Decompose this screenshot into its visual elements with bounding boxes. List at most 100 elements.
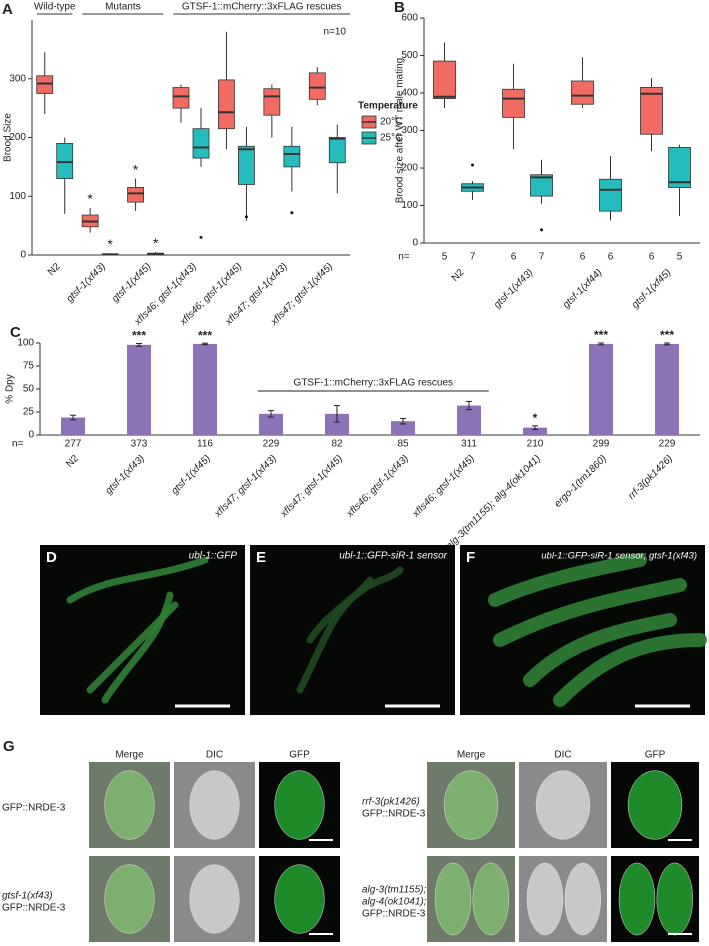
row-label: alg-3(tm1155); bbox=[362, 885, 427, 896]
column-header: DIC bbox=[554, 750, 571, 761]
bar bbox=[523, 427, 547, 435]
box bbox=[308, 72, 326, 100]
bar bbox=[127, 344, 151, 435]
worm bbox=[488, 553, 647, 607]
embryo bbox=[526, 862, 564, 936]
outlier bbox=[471, 163, 474, 167]
n-count: 6 bbox=[511, 252, 517, 263]
y-tick-label: 0 bbox=[28, 430, 34, 441]
worm bbox=[66, 556, 209, 604]
row-label: GFP::NRDE-3 bbox=[362, 909, 426, 920]
worm bbox=[523, 613, 677, 687]
box bbox=[668, 146, 691, 188]
group-label: Wild-type bbox=[34, 2, 76, 13]
panel-letter: F bbox=[466, 549, 475, 566]
outlier bbox=[199, 235, 203, 239]
n-count: 85 bbox=[397, 439, 409, 450]
group-label: GTSF-1::mCherry::3xFLAG rescues bbox=[182, 2, 341, 13]
row-label: GFP::NRDE-3 bbox=[362, 809, 426, 820]
column-header: GFP bbox=[289, 750, 310, 761]
column-header: Merge bbox=[115, 750, 144, 761]
box bbox=[56, 142, 74, 180]
caption: ubl-1::GFP bbox=[189, 551, 238, 562]
bracket-label: GTSF-1::mCherry::3xFLAG rescues bbox=[294, 378, 453, 389]
n-label: n= bbox=[12, 439, 24, 450]
y-tick-label: 100 bbox=[17, 338, 34, 349]
legend-title: Temperature bbox=[358, 101, 418, 112]
n-count: 373 bbox=[131, 439, 148, 450]
box bbox=[433, 60, 456, 100]
box bbox=[571, 80, 594, 105]
x-tick-label: gtsf-1(xf45) bbox=[169, 453, 213, 497]
y-tick-label: 100 bbox=[9, 191, 26, 202]
embryo bbox=[274, 864, 325, 934]
embryo bbox=[189, 864, 240, 934]
y-axis-label: Brood Size bbox=[3, 113, 14, 162]
legend-label: 20°C bbox=[380, 117, 402, 128]
embryo bbox=[189, 770, 240, 840]
bar bbox=[259, 413, 283, 435]
x-tick-label: xfIs47; gtsf-1(xf43) bbox=[212, 453, 279, 520]
bar bbox=[655, 343, 679, 435]
y-tick-label: 400 bbox=[401, 88, 418, 99]
y-tick-label: 25 bbox=[23, 407, 35, 418]
embryo bbox=[472, 862, 510, 936]
y-tick-label: 600 bbox=[401, 13, 418, 24]
worm bbox=[493, 578, 687, 647]
panel-letter: C bbox=[10, 324, 21, 341]
embryo bbox=[104, 864, 155, 934]
significance: * bbox=[87, 191, 93, 207]
n-count: 311 bbox=[461, 439, 477, 450]
bar bbox=[391, 421, 415, 435]
box bbox=[192, 128, 210, 159]
embryo bbox=[434, 862, 472, 936]
x-tick-label: gtsf-1(xf45) bbox=[630, 267, 674, 311]
x-tick-label: xfIs46; gtsf-1(xf43) bbox=[344, 453, 411, 520]
x-tick-label: gtsf-1(xf44) bbox=[561, 267, 605, 311]
outlier bbox=[540, 228, 543, 232]
embryo bbox=[618, 862, 656, 936]
embryo bbox=[535, 770, 591, 840]
x-tick-label: gtsf-1(xf45) bbox=[110, 261, 154, 305]
x-tick-label: gtsf-1(xf43) bbox=[65, 261, 109, 305]
y-axis-label: % Dpy bbox=[5, 374, 16, 403]
x-tick-label: N2 bbox=[46, 261, 63, 278]
y-tick-label: 300 bbox=[9, 73, 26, 84]
x-tick-label: N2 bbox=[450, 267, 467, 284]
n-count: 299 bbox=[593, 439, 610, 450]
embryo bbox=[564, 862, 602, 936]
column-header: GFP bbox=[645, 750, 666, 761]
n-count: 5 bbox=[442, 252, 448, 263]
bar bbox=[325, 413, 349, 435]
box bbox=[238, 145, 255, 185]
micrograph bbox=[40, 545, 245, 715]
row-label: GFP::NRDE-3 bbox=[2, 803, 66, 814]
caption: ubl-1::GFP-siR-1 sensor; gtsf-1(xf43) bbox=[541, 551, 697, 562]
box bbox=[328, 137, 346, 164]
n-count: 7 bbox=[539, 252, 545, 263]
bar bbox=[457, 405, 481, 435]
box bbox=[283, 145, 301, 168]
outlier bbox=[244, 215, 248, 219]
y-tick-label: 500 bbox=[401, 50, 418, 61]
significance: *** bbox=[198, 328, 212, 342]
significance: *** bbox=[594, 328, 608, 342]
significance: * bbox=[153, 235, 159, 251]
box bbox=[263, 88, 281, 116]
row-label: rrf-3(pk1426) bbox=[362, 797, 420, 808]
box bbox=[172, 87, 190, 109]
n-count: 229 bbox=[263, 439, 280, 450]
x-tick-label: ergo-1(tm1860) bbox=[552, 453, 609, 510]
row-label: GFP::NRDE-3 bbox=[2, 903, 66, 914]
n-label: n= bbox=[398, 252, 410, 263]
embryo bbox=[656, 862, 694, 936]
n-count: 82 bbox=[331, 439, 343, 450]
embryo bbox=[274, 770, 325, 840]
y-tick-label: 0 bbox=[412, 238, 418, 249]
panel-letter: D bbox=[46, 549, 57, 566]
box bbox=[127, 187, 144, 203]
panel-letter: B bbox=[394, 0, 405, 16]
column-header: Merge bbox=[457, 750, 486, 761]
embryo bbox=[104, 770, 155, 840]
row-label: alg-4(ok1041); bbox=[362, 897, 427, 908]
